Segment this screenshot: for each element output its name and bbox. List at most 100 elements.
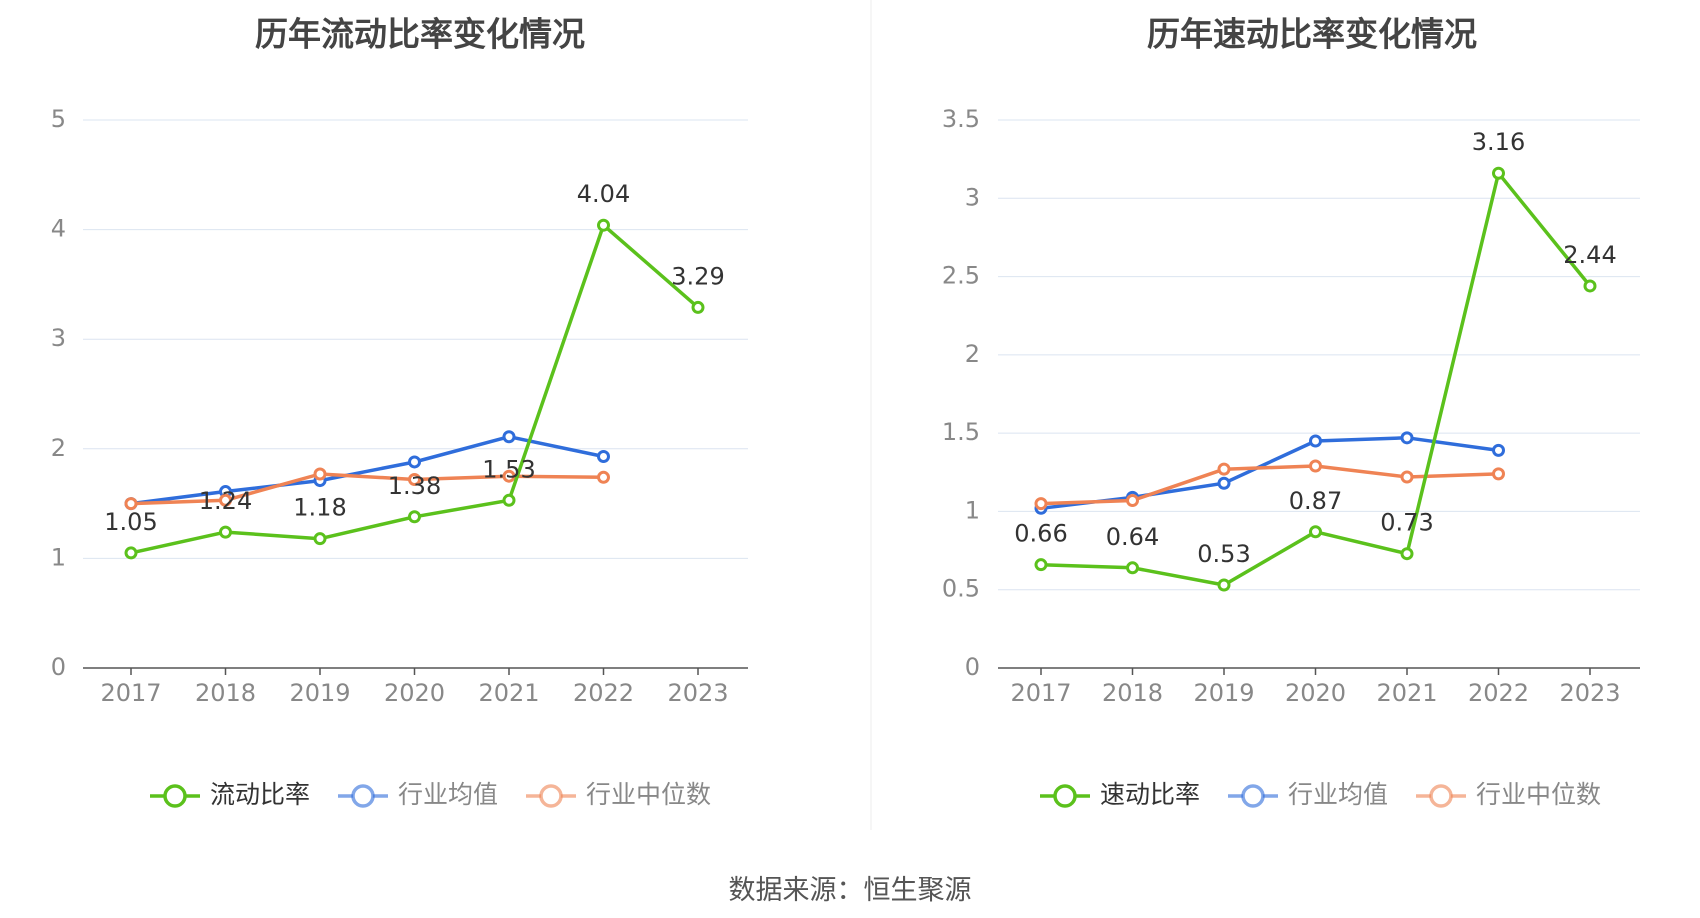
series-line-industry-average — [1040, 436, 1499, 511]
data-point — [1400, 431, 1414, 445]
y-tick-label: 4 — [51, 215, 66, 243]
data-point — [1583, 279, 1597, 293]
data-point — [1400, 470, 1414, 484]
legend-item-industry-average[interactable]: 行业均值 — [1228, 780, 1388, 809]
data-point — [219, 525, 232, 539]
data-point — [313, 467, 327, 481]
x-tick-label: 2023 — [667, 679, 728, 707]
data-point — [1126, 561, 1139, 575]
data-point — [124, 497, 138, 511]
legend-item-main[interactable]: 速动比率 — [1040, 780, 1200, 809]
data-point — [408, 455, 421, 469]
data-point — [1492, 166, 1505, 180]
y-tick-label: 1 — [965, 496, 980, 524]
series-line-industry-median — [1040, 464, 1499, 506]
data-label: 3.16 — [1472, 128, 1525, 156]
y-tick-label: 5 — [51, 105, 66, 133]
data-label: 0.53 — [1197, 540, 1250, 568]
y-tick-label: 0 — [965, 653, 980, 681]
data-point — [502, 430, 516, 444]
data-point — [1217, 476, 1231, 490]
legend-circle-icon — [163, 784, 187, 808]
data-label: 1.38 — [388, 472, 441, 500]
data-point — [597, 218, 610, 232]
data-label: 1.05 — [104, 508, 157, 536]
chart-panel-1: 历年流动比率变化情况 0 1 2 3 4 5 2017 2018 2019 2020 2021 2022… — [51, 15, 748, 809]
legend-item-industry-median[interactable]: 行业中位数 — [526, 780, 711, 809]
data-label: 0.73 — [1380, 509, 1433, 537]
legend-item-industry-median[interactable]: 行业中位数 — [1416, 780, 1601, 809]
data-point — [1034, 558, 1048, 572]
x-tick-label: 2020 — [384, 679, 445, 707]
x-tick-label: 2020 — [1285, 679, 1346, 707]
legend-circle-icon — [351, 784, 375, 808]
y-tick-label: 3 — [51, 324, 66, 352]
data-label: 1.53 — [482, 455, 535, 483]
y-tick-label: 2.5 — [942, 262, 980, 290]
data-point — [502, 493, 516, 507]
data-point — [1217, 462, 1231, 476]
data-label: 1.24 — [199, 487, 252, 515]
legend-label: 行业均值 — [1288, 780, 1388, 809]
data-point — [313, 532, 327, 546]
x-tick-label: 2017 — [100, 679, 161, 707]
data-label: 0.64 — [1106, 523, 1159, 551]
x-tick-label: 2022 — [1468, 679, 1529, 707]
x-tick-label: 2017 — [1010, 679, 1071, 707]
legend-circle-icon — [539, 784, 563, 808]
data-point — [408, 510, 421, 524]
data-point — [1492, 443, 1505, 457]
y-tick-label: 1 — [51, 543, 66, 571]
data-label: 1.18 — [293, 494, 346, 522]
x-tick-label: 2021 — [478, 679, 539, 707]
data-point — [1309, 525, 1322, 539]
data-label: 3.29 — [671, 262, 724, 290]
legend-label: 行业中位数 — [1476, 780, 1601, 809]
data-point — [124, 546, 138, 560]
y-tick-label: 0.5 — [942, 575, 980, 603]
legend-label: 行业中位数 — [586, 780, 711, 809]
y-tick-label: 0 — [51, 653, 66, 681]
legend-circle-icon — [1241, 784, 1265, 808]
legend-circle-icon — [1429, 784, 1453, 808]
series-line-industry-median — [130, 472, 604, 506]
y-tick-label: 3 — [965, 183, 980, 211]
y-tick-label: 2 — [965, 340, 980, 368]
data-point — [502, 469, 516, 483]
data-point — [1126, 493, 1139, 507]
data-label: 4.04 — [577, 180, 630, 208]
y-tick-label: 3.5 — [942, 105, 980, 133]
x-tick-label: 2019 — [1193, 679, 1254, 707]
chart-title: 历年流动比率变化情况 — [255, 15, 585, 54]
data-point — [1492, 467, 1505, 481]
chart-panel-2: 历年速动比率变化情况 0 0.5 1 1.5 2 2.5 3 3.5 2017 2018 2019 20… — [942, 15, 1640, 809]
legend-item-main[interactable]: 流动比率 — [150, 780, 310, 809]
x-tick-label: 2018 — [1102, 679, 1163, 707]
legend-item-industry-average[interactable]: 行业均值 — [338, 780, 498, 809]
data-label: 0.66 — [1014, 520, 1067, 548]
series-line-industry-average — [130, 434, 604, 506]
data-point — [219, 493, 232, 507]
data-point — [1400, 547, 1414, 561]
data-label: 2.44 — [1563, 241, 1616, 269]
y-tick-label: 1.5 — [942, 418, 980, 446]
y-tick-label: 2 — [51, 434, 66, 462]
data-point — [597, 449, 610, 463]
data-point — [597, 470, 610, 484]
data-point — [1309, 459, 1322, 473]
data-label: 0.87 — [1289, 487, 1342, 515]
data-point — [1217, 578, 1231, 592]
data-source-note: 数据来源：恒生聚源 — [728, 875, 972, 906]
legend-label: 速动比率 — [1100, 780, 1200, 809]
chart-title: 历年速动比率变化情况 — [1147, 15, 1477, 54]
legend-label: 流动比率 — [210, 780, 310, 809]
x-tick-label: 2021 — [1376, 679, 1437, 707]
x-tick-label: 2018 — [195, 679, 256, 707]
x-tick-label: 2023 — [1559, 679, 1620, 707]
x-tick-label: 2022 — [573, 679, 634, 707]
data-point — [1309, 434, 1322, 448]
data-point — [1034, 497, 1048, 511]
data-point — [408, 472, 421, 486]
legend-label: 行业均值 — [398, 780, 498, 809]
